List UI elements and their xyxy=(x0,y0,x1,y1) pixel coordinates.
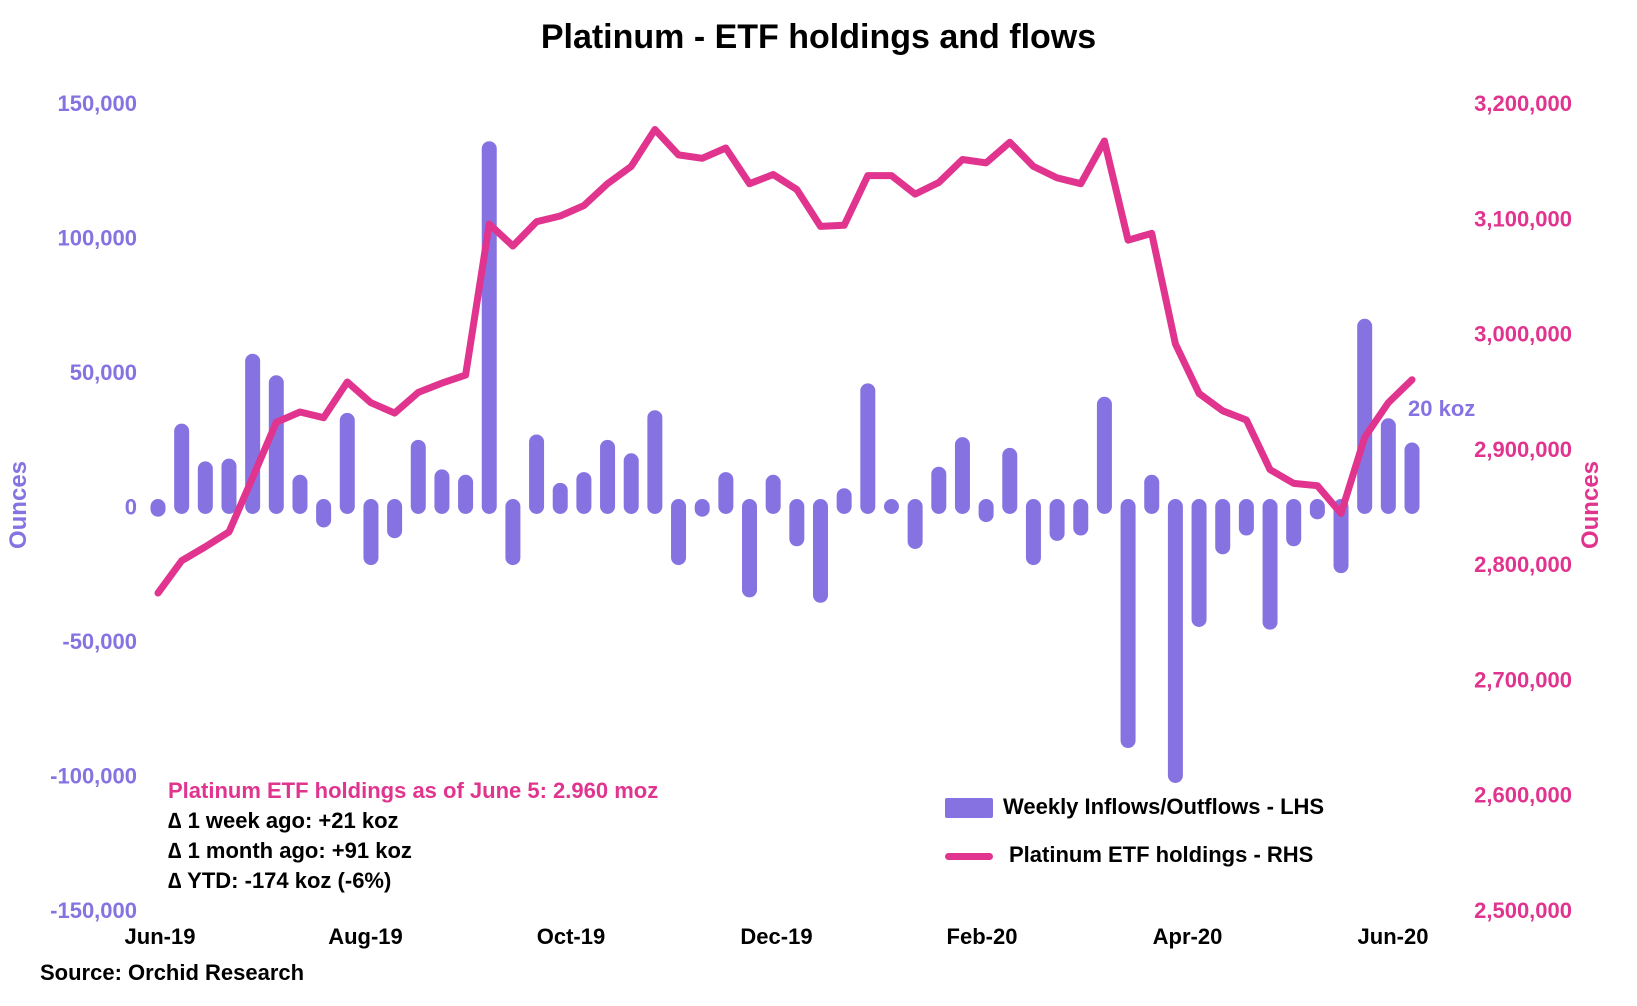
left-tick-label: -100,000 xyxy=(50,764,137,789)
right-tick-label: 2,900,000 xyxy=(1474,437,1572,462)
left-tick-label: 100,000 xyxy=(57,226,137,251)
x-tick-label: Jun-19 xyxy=(125,924,196,949)
left-tick-label: 0 xyxy=(125,495,137,520)
left-tick-label: 50,000 xyxy=(70,360,137,385)
annotation-line-ytd: ∆ YTD: -174 koz (-6%) xyxy=(168,868,392,893)
legend-label-flows: Weekly Inflows/Outflows - LHS xyxy=(1003,794,1325,819)
bars-layer xyxy=(150,141,1420,783)
left-tick-label: -150,000 xyxy=(50,898,137,923)
x-tick-label: Apr-20 xyxy=(1153,924,1223,949)
annotation-line-month: ∆ 1 month ago: +91 koz xyxy=(168,838,412,863)
annotation-line-week: ∆ 1 week ago: +21 koz xyxy=(168,808,399,833)
x-tick-label: Oct-19 xyxy=(537,924,605,949)
left-axis-label: Ounces xyxy=(5,461,32,549)
annotation-headline: Platinum ETF holdings as of June 5: 2.96… xyxy=(168,778,659,803)
left-tick-label: -50,000 xyxy=(62,629,137,654)
x-tick-label: Feb-20 xyxy=(947,924,1018,949)
x-tick-label: Aug-19 xyxy=(328,924,403,949)
chart-title: Platinum - ETF holdings and flows xyxy=(540,18,1097,56)
right-tick-label: 2,800,000 xyxy=(1474,552,1572,577)
right-tick-label: 3,100,000 xyxy=(1474,206,1572,231)
right-axis-ticks: 3,200,000 3,100,000 3,000,000 2,900,000 2,80… xyxy=(1474,91,1572,923)
right-tick-label: 2,600,000 xyxy=(1474,783,1572,808)
x-axis-ticks: Jun-19 Aug-19 Oct-19 Dec-19 Feb-20 Apr-20 Jun-… xyxy=(125,924,1429,949)
right-tick-label: 3,000,000 xyxy=(1474,322,1572,347)
source-note: Source: Orchid Research xyxy=(40,960,305,985)
line-layer xyxy=(154,126,1416,597)
right-tick-label: 2,700,000 xyxy=(1474,667,1572,692)
x-tick-label: Dec-19 xyxy=(740,924,812,949)
holdings-line xyxy=(154,126,1416,597)
left-axis-ticks: 150,000 100,000 50,000 0 -50,000 -100,000 -150… xyxy=(50,91,137,923)
legend-swatch-bars xyxy=(945,798,993,818)
right-axis-label: Ounces xyxy=(1577,461,1604,549)
legend-swatch-line xyxy=(945,853,993,860)
legend-label-holdings: Platinum ETF holdings - RHS xyxy=(1009,842,1314,867)
x-tick-label: Jun-20 xyxy=(1358,924,1429,949)
left-tick-label: 150,000 xyxy=(57,91,137,116)
right-tick-label: 3,200,000 xyxy=(1474,91,1572,116)
holdings-annotation: Platinum ETF holdings as of June 5: 2.96… xyxy=(168,776,658,896)
right-tick-label: 2,500,000 xyxy=(1474,898,1572,923)
callout-label: 20 koz xyxy=(1408,396,1475,421)
